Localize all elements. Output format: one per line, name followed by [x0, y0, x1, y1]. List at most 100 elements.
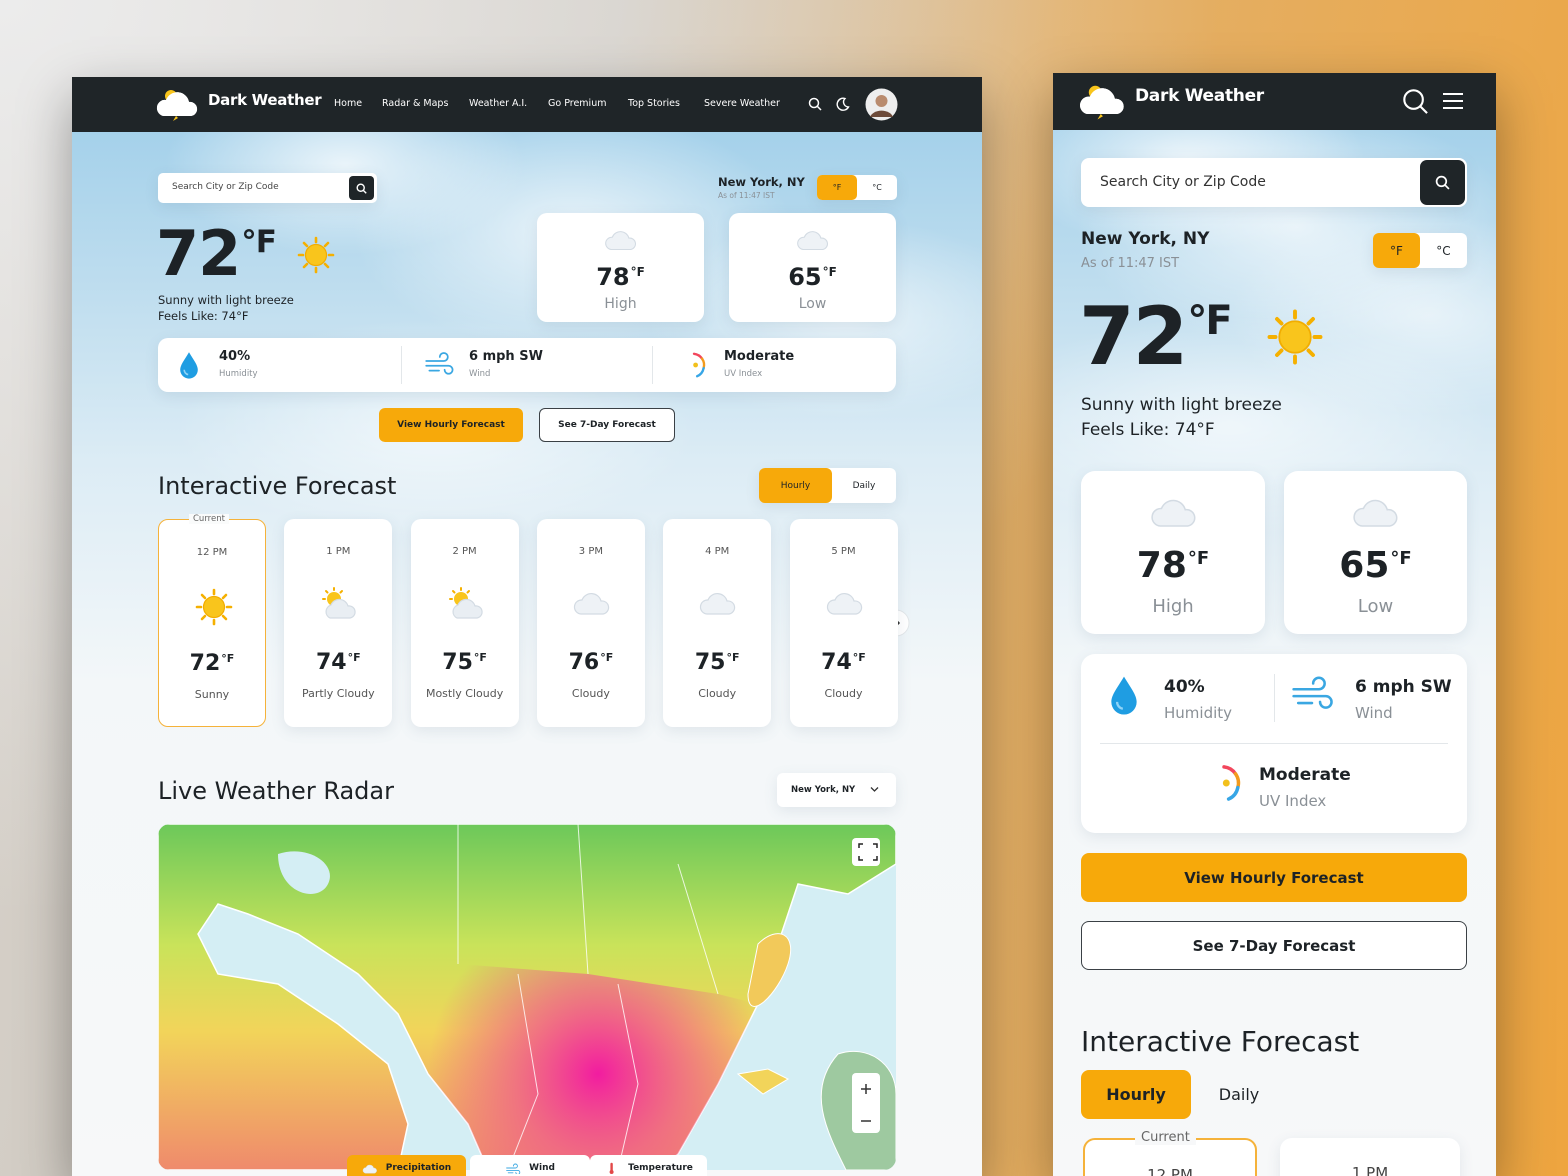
- avatar[interactable]: [865, 88, 898, 121]
- nav-link[interactable]: Weather A.I.: [469, 98, 528, 109]
- temp-unit: °F: [221, 651, 235, 665]
- menu-icon[interactable]: [1442, 92, 1464, 110]
- layer-tab[interactable]: Precipitation: [347, 1155, 466, 1176]
- temp-value: 75: [442, 650, 473, 675]
- weekly-button[interactable]: See 7-Day Forecast: [539, 408, 675, 442]
- hour-card[interactable]: 5 PM 74°F Cloudy: [789, 519, 898, 727]
- select-value: New York, NY: [791, 785, 856, 795]
- nav-link[interactable]: Home: [334, 98, 363, 109]
- nav-link[interactable]: Severe Weather: [704, 98, 780, 109]
- high-temp: 78°F: [537, 263, 704, 291]
- stat-value: 40%: [1164, 677, 1205, 697]
- hour-temp: 74°F: [790, 650, 898, 675]
- updated: As of 11:47 IST: [718, 191, 775, 200]
- icon-part: [1226, 785, 1240, 801]
- search-icon: [1435, 175, 1450, 190]
- icon-part: [297, 236, 335, 274]
- unit-c[interactable]: °C: [872, 183, 882, 192]
- search-icon[interactable]: [1402, 88, 1429, 115]
- temp-value: 78: [596, 263, 630, 291]
- nav-link[interactable]: Top Stories: [628, 98, 680, 109]
- temp-unit: °F: [347, 650, 361, 664]
- search-button[interactable]: [1420, 160, 1465, 205]
- icon-part: [1097, 114, 1103, 120]
- tab-hourly[interactable]: Hourly: [1081, 1070, 1191, 1119]
- wind-icon: [425, 352, 454, 375]
- weekly-button[interactable]: See 7-Day Forecast: [1081, 921, 1467, 970]
- brand[interactable]: Dark Weather: [208, 91, 322, 109]
- low-card: 65°F Low: [729, 213, 896, 322]
- hour-card[interactable]: 1 PM: [1280, 1138, 1460, 1176]
- hour-time: 5 PM: [831, 546, 856, 557]
- search-button[interactable]: [349, 176, 374, 200]
- unit-f[interactable]: °F: [1373, 233, 1420, 268]
- layer-tab[interactable]: Wind: [470, 1155, 590, 1176]
- icon-part: [1292, 676, 1326, 691]
- tab-daily[interactable]: Daily: [852, 480, 876, 491]
- layer-label: Wind: [529, 1163, 555, 1173]
- desktop-panel: Dark Weather Home Radar & Maps Weather A.I…: [72, 77, 982, 1176]
- icon-part: [573, 592, 609, 615]
- layer-icon: [609, 1162, 614, 1174]
- icon-part: [448, 587, 470, 600]
- nav-link[interactable]: Radar & Maps: [382, 98, 449, 109]
- icon-part: [1111, 676, 1137, 715]
- icon-part: [875, 95, 888, 107]
- icon-part: [609, 1170, 614, 1174]
- hourly-button[interactable]: View Hourly Forecast: [1081, 853, 1467, 902]
- temp-unit: °F: [473, 650, 487, 664]
- icon-part: [1080, 88, 1124, 115]
- stat-label: Humidity: [219, 369, 258, 379]
- layer-tab[interactable]: Temperature: [590, 1155, 707, 1176]
- fullscreen-button[interactable]: [852, 838, 880, 866]
- description: Sunny with light breeze: [1081, 395, 1282, 415]
- temp-value: 75: [694, 650, 726, 675]
- drop-icon: [180, 352, 198, 379]
- hour-card[interactable]: 2 PM 75°F Mostly Cloudy: [410, 519, 519, 727]
- stat-value: 6 mph SW: [469, 349, 543, 364]
- hour-card[interactable]: 4 PM 75°F Cloudy: [663, 519, 772, 727]
- hour-card[interactable]: Current 12 PM 72°F Sunny: [158, 514, 266, 727]
- icon-part: [362, 189, 367, 194]
- icon-part: [1151, 499, 1196, 527]
- icon-part: [297, 236, 335, 274]
- hour-card[interactable]: 1 PM 74°F Partly Cloudy: [284, 519, 393, 727]
- icon-part: [692, 352, 706, 378]
- temp-unit: °F: [1390, 547, 1412, 569]
- dark-mode-toggle[interactable]: [836, 97, 850, 111]
- unit-toggle: °F °C: [1373, 233, 1467, 268]
- temp-value: 76: [568, 650, 600, 675]
- hour-card[interactable]: 3 PM 76°F Cloudy: [536, 519, 645, 727]
- divider: [1100, 743, 1448, 744]
- icon-part: [692, 352, 704, 360]
- hour-temp: 75°F: [663, 650, 771, 675]
- current-label: Current: [189, 514, 229, 524]
- hourly-button[interactable]: View Hourly Forecast: [379, 408, 523, 442]
- high-card: 78°F High: [1081, 471, 1265, 634]
- icon-part: [506, 1169, 521, 1174]
- hour-card[interactable]: Current 12 PM: [1083, 1130, 1257, 1176]
- description: Sunny with light breeze: [158, 293, 294, 307]
- radar-location-select[interactable]: New York, NY: [777, 773, 896, 807]
- unit-f[interactable]: °F: [817, 175, 857, 200]
- icon-part: [202, 595, 226, 619]
- hour-time: 12 PM: [1147, 1166, 1193, 1176]
- layer-label: Precipitation: [385, 1163, 452, 1173]
- search-icon[interactable]: [808, 97, 822, 111]
- island: [736, 1068, 790, 1095]
- unit-toggle: °F °C: [817, 175, 897, 200]
- unit-c[interactable]: °C: [1436, 243, 1451, 258]
- brand[interactable]: Dark Weather: [1135, 86, 1264, 106]
- icon-part: [826, 592, 862, 615]
- temp-unit: °F: [852, 650, 866, 664]
- search-box[interactable]: Search City or Zip Code: [1081, 158, 1467, 207]
- nav-link[interactable]: Go Premium: [548, 98, 607, 109]
- cloud-icon: [700, 592, 736, 615]
- search-box[interactable]: Search City or Zip Code: [158, 173, 377, 203]
- tab-hourly[interactable]: Hourly: [759, 468, 832, 503]
- icon-part: [304, 243, 328, 267]
- tab-daily[interactable]: Daily: [1218, 1085, 1260, 1104]
- zoom-controls[interactable]: [852, 1073, 880, 1133]
- drop-icon: [1111, 676, 1137, 715]
